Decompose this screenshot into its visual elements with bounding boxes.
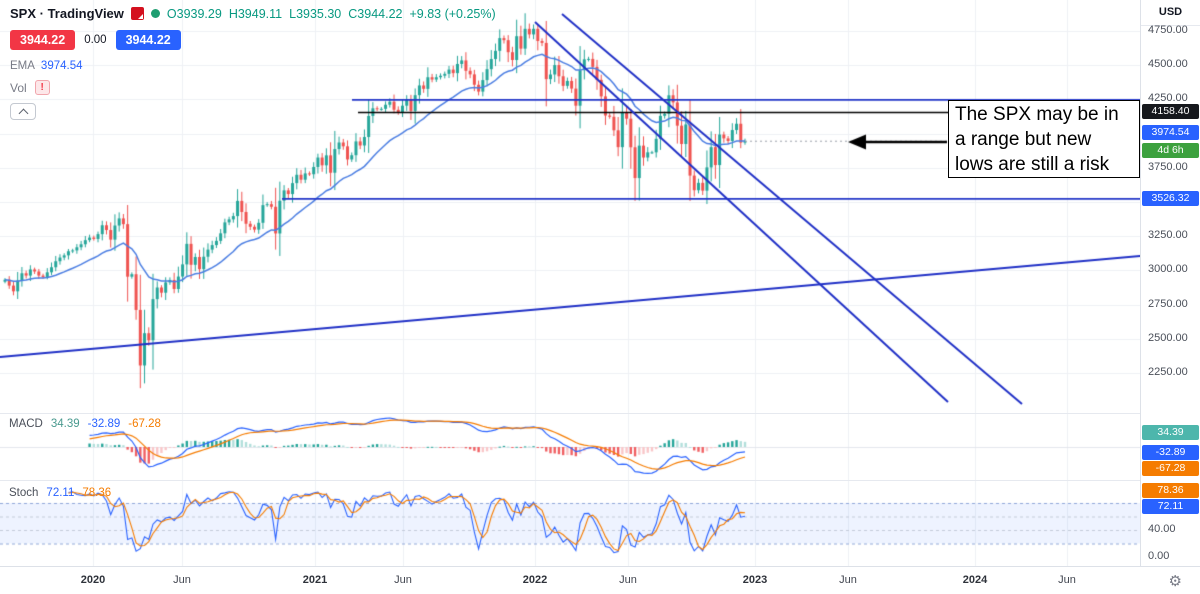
volume-warning-icon[interactable]: ! [34,80,50,95]
vol-label: Vol [10,80,27,95]
ema-legend-row[interactable]: EMA 3974.54 [10,60,496,72]
ohlc-values: O3939.29 H3949.11 L3935.30 C3944.22 +9.8… [167,7,496,21]
axis-value-badge: -32.89 [1142,444,1199,460]
sell-button[interactable]: 3944.22 [10,30,76,50]
pane-separator[interactable] [0,413,1200,414]
indicator-value: -32.89 [87,418,121,430]
time-tick-label: 2024 [962,574,988,586]
stoch-tick-label: 0.00 [1148,550,1170,562]
indicator-value: 72.11 [46,487,75,499]
axis-value-badge: 34.39 [1142,424,1199,440]
time-tick-label: Jun [173,574,191,586]
market-status-icon [150,9,160,18]
collapse-legend-button[interactable] [10,103,36,120]
price-tick-label: 4750.00 [1148,24,1188,36]
axis-value-badge: 72.11 [1142,498,1199,514]
time-tick-label: Jun [839,574,857,586]
chevron-up-icon [18,108,28,118]
axis-value-badge: 3526.32 [1142,190,1199,206]
axis-divider [1141,25,1200,26]
stoch-values: 72.11 78.36 [46,487,119,499]
axis-value-badge: 4158.40 [1142,104,1199,120]
time-tick-label: Jun [1058,574,1076,586]
axis-value-badge: -67.28 [1142,460,1199,476]
price-tick-label: 3250.00 [1148,229,1188,242]
time-tick-label: 2021 [302,574,328,586]
pane-separator[interactable] [0,480,1200,481]
annotation-text-box[interactable]: The SPX may be in a range but new lows a… [948,100,1140,178]
change-value: +9.83 (+0.25%) [409,6,496,21]
stoch-tick-label: 40.00 [1148,523,1176,535]
macd-values: 34.39 -32.89 -67.28 [51,418,169,430]
time-tick-label: Jun [619,574,637,586]
indicator-value: 78.36 [82,487,112,499]
spread-value: 0.00 [84,34,107,46]
time-tick-label: 2022 [522,574,548,586]
time-tick-label: 2020 [80,574,106,586]
macd-legend-row[interactable]: MACD 34.39 -32.89 -67.28 [9,418,169,430]
time-tick-label: 2023 [742,574,768,586]
price-tick-label: 3000.00 [1148,263,1188,276]
close-value: C3944.22 [348,6,403,21]
currency-label[interactable]: USD [1158,6,1183,18]
ema-label: EMA [10,60,35,72]
tradingview-logo-icon [130,7,144,20]
open-value: O3939.29 [166,6,222,21]
stoch-legend-row[interactable]: Stoch 72.11 78.36 [9,487,119,499]
price-tick-label: 2500.00 [1148,331,1188,344]
volume-legend-row[interactable]: Vol ! [10,80,496,95]
indicator-value: -67.28 [128,418,161,430]
axis-value-badge: 4d 6h [1142,142,1199,158]
macd-label: MACD [9,418,43,430]
symbol-title[interactable]: SPX · TradingView [10,6,124,21]
buy-button[interactable]: 3944.22 [115,30,181,50]
price-tick-label: 2750.00 [1148,297,1188,310]
high-value: H3949.11 [228,6,283,21]
price-tick-label: 4250.00 [1148,92,1188,105]
time-axis[interactable]: ⚙ 2020 Jun 2021 Jun 2022 Jun 2023 Jun 2024 Jun [0,566,1200,594]
low-value: L3935.30 [289,6,342,21]
axis-value-badge: 3974.54 [1142,124,1199,140]
price-axis[interactable]: USD 4750.00 4500.00 4250.00 3750.00 3250.00 3… [1140,0,1200,566]
ema-value: 3974.54 [40,60,83,72]
price-tick-label: 3750.00 [1148,160,1188,173]
time-tick-label: Jun [394,574,412,586]
stoch-label: Stoch [9,487,39,499]
gear-icon[interactable]: ⚙ [1168,573,1182,590]
price-tick-label: 4500.00 [1148,58,1188,71]
main-chart-canvas[interactable] [0,0,1140,566]
price-tick-label: 2250.00 [1148,366,1188,378]
chart-legend: SPX · TradingView O3939.29 H3949.11 L393… [10,6,496,120]
axis-value-badge: 78.36 [1142,482,1199,498]
indicator-value: 34.39 [50,418,80,430]
